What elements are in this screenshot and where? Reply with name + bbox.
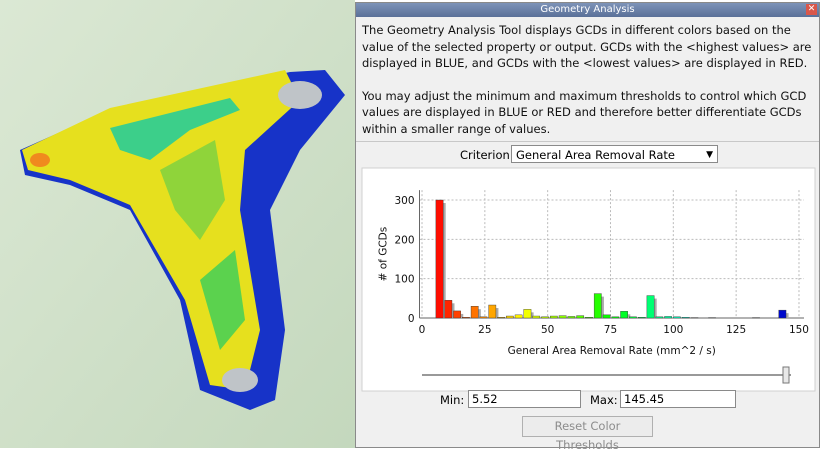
x-tick-label: 25 <box>478 324 491 336</box>
bar <box>594 294 601 318</box>
bar <box>462 317 469 318</box>
bar <box>673 317 680 318</box>
bar <box>453 311 460 318</box>
bar <box>524 309 531 318</box>
x-tick-label: 100 <box>663 324 683 336</box>
part-hole <box>222 368 258 392</box>
x-tick-label: 75 <box>604 324 617 336</box>
max-input[interactable]: 145.45 <box>620 390 736 408</box>
bar <box>445 300 452 318</box>
reset-button[interactable]: Reset Color Thresholds <box>522 416 653 437</box>
bar <box>664 316 671 318</box>
min-label: Min: <box>440 393 464 407</box>
bar <box>533 316 540 318</box>
model-view <box>0 0 355 448</box>
x-tick-label: 150 <box>789 324 809 336</box>
bar <box>541 317 548 318</box>
y-axis-title: # of GCDs <box>378 227 390 282</box>
bar <box>497 317 504 318</box>
y-tick-label: 300 <box>394 195 414 207</box>
bar <box>629 317 636 318</box>
y-tick-label: 100 <box>394 274 414 286</box>
y-tick-label: 0 <box>408 313 415 325</box>
bar <box>480 317 487 318</box>
bar <box>577 316 584 318</box>
bar <box>682 317 689 318</box>
bar <box>436 200 443 318</box>
bar <box>612 317 619 318</box>
x-tick-label: 50 <box>541 324 554 336</box>
y-tick-label: 200 <box>394 234 414 246</box>
bar <box>489 305 496 318</box>
x-tick-label: 125 <box>726 324 746 336</box>
min-input[interactable]: 5.52 <box>468 390 581 408</box>
x-axis-title: General Area Removal Rate (mm^2 / s) <box>508 345 716 357</box>
plot-panel <box>362 168 815 391</box>
part-hole <box>30 153 50 167</box>
max-label: Max: <box>590 393 618 407</box>
bar <box>620 311 627 318</box>
bar <box>647 296 654 318</box>
bar <box>515 315 522 318</box>
part-hole <box>278 81 322 109</box>
bar <box>779 310 786 318</box>
chart: 0 100 200 300 0 25 50 75 100 125 150 General Area R… <box>356 3 819 403</box>
slider-handle[interactable] <box>783 367 789 383</box>
bar <box>603 315 610 318</box>
bar <box>471 306 478 318</box>
bar <box>559 316 566 318</box>
bar <box>550 316 557 318</box>
bar <box>568 316 575 318</box>
dialog: Geometry Analysis✕ The Geometry Analysis… <box>355 2 820 448</box>
bar <box>506 316 513 318</box>
bar <box>638 317 645 318</box>
x-tick-label: 0 <box>419 324 426 336</box>
bar <box>656 317 663 318</box>
bar <box>585 317 592 318</box>
